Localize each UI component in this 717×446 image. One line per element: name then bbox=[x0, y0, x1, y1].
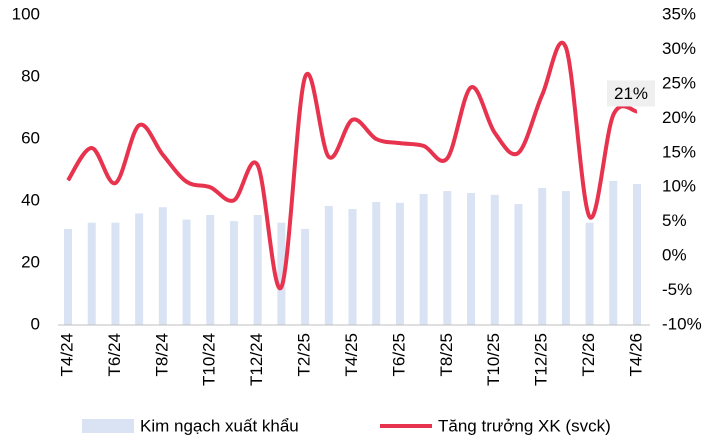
bar bbox=[111, 222, 120, 325]
bar bbox=[372, 201, 381, 325]
bar bbox=[633, 183, 641, 325]
y2-tick-label: 10% bbox=[662, 177, 696, 196]
x-tick-label: T6/24 bbox=[105, 333, 124, 376]
y2-tick-label: 0% bbox=[662, 246, 687, 265]
legend-label: Tăng trưởng XK (svck) bbox=[438, 416, 611, 435]
x-tick-label: T2/25 bbox=[295, 333, 314, 376]
x-tick-label: T4/26 bbox=[626, 333, 645, 376]
bar bbox=[135, 213, 144, 325]
x-tick-label: T4/25 bbox=[342, 333, 361, 376]
x-tick-label: T12/25 bbox=[532, 333, 551, 386]
x-tick-label: T6/25 bbox=[389, 333, 408, 376]
bar bbox=[158, 207, 167, 325]
y-tick-label: 0 bbox=[31, 314, 40, 333]
bar bbox=[609, 180, 618, 325]
data-label-box bbox=[607, 80, 655, 107]
data-label: 21% bbox=[614, 84, 648, 103]
bar bbox=[467, 192, 476, 325]
y2-tick-label: 20% bbox=[662, 108, 696, 127]
x-tick-label: T12/24 bbox=[247, 333, 266, 386]
bar bbox=[87, 222, 96, 325]
legend-label: Kim ngạch xuất khẩu bbox=[140, 416, 299, 435]
y-tick-label: 40 bbox=[21, 190, 40, 209]
bar bbox=[324, 205, 333, 325]
y-tick-label: 80 bbox=[21, 66, 40, 85]
y2-tick-label: 15% bbox=[662, 142, 696, 161]
y2-tick-label: 30% bbox=[662, 39, 696, 58]
bar bbox=[348, 209, 357, 325]
y-tick-label: 60 bbox=[21, 128, 40, 147]
bar bbox=[514, 204, 523, 325]
y2-tick-label: 35% bbox=[662, 4, 696, 23]
bar bbox=[253, 214, 262, 325]
x-tick-label: T10/24 bbox=[200, 333, 219, 386]
y-tick-label: 20 bbox=[21, 252, 40, 271]
y2-tick-label: 25% bbox=[662, 73, 696, 92]
bar bbox=[229, 221, 238, 325]
x-tick-label: T10/25 bbox=[484, 333, 503, 386]
bar bbox=[561, 191, 570, 325]
line bbox=[66, 40, 638, 291]
y-tick-label: 100 bbox=[12, 4, 40, 23]
x-tick-label: T8/24 bbox=[152, 333, 171, 376]
bar bbox=[585, 222, 594, 325]
x-tick-label: T2/26 bbox=[579, 333, 598, 376]
bar bbox=[419, 193, 428, 325]
bar bbox=[443, 191, 452, 325]
bar bbox=[490, 194, 499, 325]
bar bbox=[301, 228, 310, 325]
bar bbox=[206, 214, 215, 325]
bar bbox=[277, 222, 286, 325]
y2-tick-label: -5% bbox=[662, 280, 692, 299]
bar bbox=[64, 228, 72, 325]
bar bbox=[538, 187, 547, 325]
bar bbox=[182, 219, 191, 325]
x-tick-label: T8/25 bbox=[437, 333, 456, 376]
y2-tick-label: 5% bbox=[662, 211, 687, 230]
bar bbox=[395, 202, 404, 325]
x-tick-label: T4/24 bbox=[57, 333, 76, 376]
y2-tick-label: -10% bbox=[662, 314, 702, 333]
legend-swatch bbox=[82, 419, 134, 433]
